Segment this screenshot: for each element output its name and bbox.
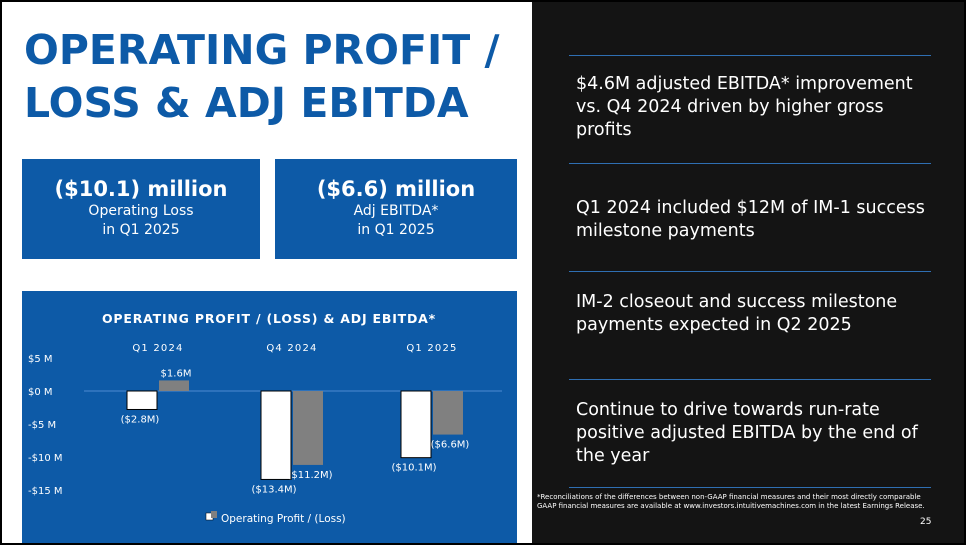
key-point-3: IM-2 closeout and success milestone paym… <box>576 292 898 335</box>
chart-title: OPERATING PROFIT / (LOSS) & ADJ EBITDA* <box>102 311 436 326</box>
data-label: ($6.6M) <box>431 440 470 451</box>
adj-ebitda-stat-box: ($6.6) million Adj EBITDA* in Q1 2025 <box>275 159 517 259</box>
key-point-1: $4.6M adjusted EBITDA* improvement vs. Q… <box>576 74 913 140</box>
divider-rule <box>569 379 931 380</box>
operating-profit-bar <box>400 390 432 459</box>
operating-loss-label: Operating Loss <box>88 203 194 219</box>
operating-loss-value: ($10.1) million <box>54 177 228 201</box>
page-number: 25 <box>920 517 932 527</box>
adj-ebitda-value: ($6.6) million <box>316 177 476 201</box>
adj-ebitda-bar <box>293 391 323 465</box>
legend-label: Operating Profit / (Loss) <box>221 513 346 525</box>
slide-title-line1: OPERATING PROFIT / <box>24 26 500 74</box>
left-panel: OPERATING PROFIT / LOSS & ADJ EBITDA ($1… <box>2 2 532 543</box>
y-tick-label: $5 M <box>28 354 53 365</box>
adj-ebitda-bar <box>433 391 463 435</box>
y-tick-label: -$15 M <box>28 486 63 497</box>
chart-panel: OPERATING PROFIT / (LOSS) & ADJ EBITDA* Q… <box>22 291 517 543</box>
operating-loss-stat-box: ($10.1) million Operating Loss in Q1 202… <box>22 159 260 259</box>
divider-rule <box>569 487 931 488</box>
y-tick-label: -$5 M <box>28 420 56 431</box>
divider-rule <box>569 271 931 272</box>
divider-rule <box>569 55 931 56</box>
data-label: ($11.2M) <box>287 470 332 481</box>
category-label: Q4 2024 <box>266 343 317 354</box>
operating-profit-bar <box>260 390 292 480</box>
adj-ebitda-label: Adj EBITDA* <box>353 203 439 219</box>
data-label: ($13.4M) <box>251 484 296 495</box>
key-point-2: Q1 2024 included $12M of IM-1 success mi… <box>576 198 925 241</box>
data-label: $1.6M <box>161 368 192 379</box>
legend-swatch-ebitda <box>211 511 217 518</box>
slide-title: OPERATING PROFIT / LOSS & ADJ EBITDA <box>24 24 524 130</box>
footnote: *Reconciliations of the differences betw… <box>537 493 925 510</box>
right-panel: $4.6M adjusted EBITDA* improvement vs. Q… <box>532 2 964 543</box>
key-point-4: Continue to drive towards run-rate posit… <box>576 400 918 466</box>
operating-profit-bar <box>126 390 158 410</box>
divider-rule <box>569 163 931 164</box>
slide-title-line2: LOSS & ADJ EBITDA <box>24 79 469 127</box>
adj-ebitda-period: in Q1 2025 <box>357 222 435 238</box>
category-label: Q1 2025 <box>406 343 457 354</box>
y-tick-label: -$10 M <box>28 453 63 464</box>
data-label: ($2.8M) <box>121 414 160 425</box>
operating-profit-ebitda-chart: OPERATING PROFIT / (LOSS) & ADJ EBITDA* Q… <box>28 311 502 525</box>
y-tick-label: $0 M <box>28 387 53 398</box>
operating-loss-period: in Q1 2025 <box>102 222 180 238</box>
adj-ebitda-bar <box>159 380 189 391</box>
category-label: Q1 2024 <box>132 343 183 354</box>
data-label: ($10.1M) <box>391 463 436 474</box>
